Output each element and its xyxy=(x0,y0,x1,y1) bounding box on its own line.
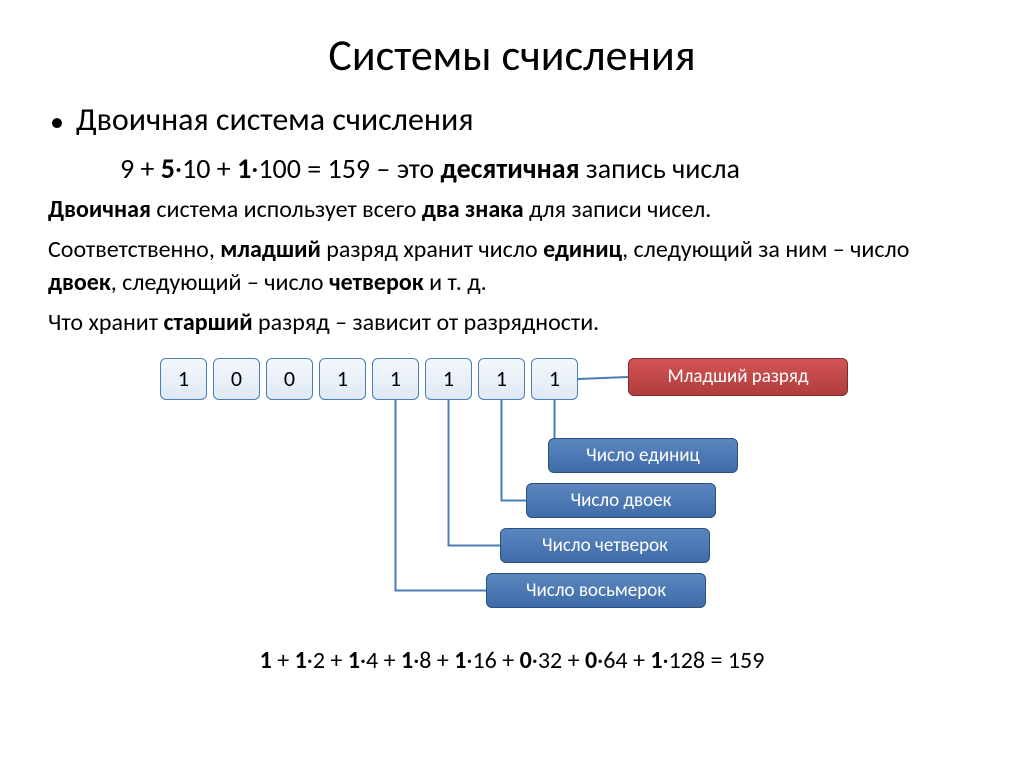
label-eights: Число восьмерок xyxy=(486,573,706,608)
slide-title: Системы счисления xyxy=(0,0,1024,82)
decimal-formula: 9 + 5·10 + 1·100 = 159 – это десятичная … xyxy=(0,139,1024,186)
binary-diagram: 10011111 Младший разрядЧисло единицЧисло… xyxy=(48,358,976,638)
bullet-item: • Двоичная система счисления xyxy=(0,82,1024,139)
body-line: Соответственно, младший разряд хранит чи… xyxy=(48,234,976,299)
label-twos: Число двоек xyxy=(526,483,716,518)
bullet-marker: • xyxy=(50,108,64,136)
bullet-text: Двоичная система счисления xyxy=(76,100,474,139)
body-line: Что хранит старший разряд – зависит от р… xyxy=(48,307,976,339)
bit-cell: 1 xyxy=(160,358,207,400)
bit-cell: 1 xyxy=(478,358,525,400)
bit-row: 10011111 xyxy=(160,358,578,400)
label-ones: Число единиц xyxy=(548,438,738,473)
bit-cell: 1 xyxy=(425,358,472,400)
bit-cell: 0 xyxy=(213,358,260,400)
connector xyxy=(502,400,527,501)
connector xyxy=(578,377,628,379)
connector xyxy=(449,400,501,546)
label-fours: Число четверок xyxy=(500,528,710,563)
bit-cell: 1 xyxy=(531,358,578,400)
connector xyxy=(396,400,487,591)
binary-formula: 1 + 1·2 + 1·4 + 1·8 + 1·16 + 0·32 + 0·64… xyxy=(0,638,1024,675)
bit-cell: 1 xyxy=(319,358,366,400)
body-line: Двоичная система использует всего два зн… xyxy=(48,194,976,226)
label-lsb: Младший разряд xyxy=(628,358,848,396)
bit-cell: 1 xyxy=(372,358,419,400)
body-paragraphs: Двоичная система использует всего два зн… xyxy=(0,194,1024,340)
bit-cell: 0 xyxy=(266,358,313,400)
